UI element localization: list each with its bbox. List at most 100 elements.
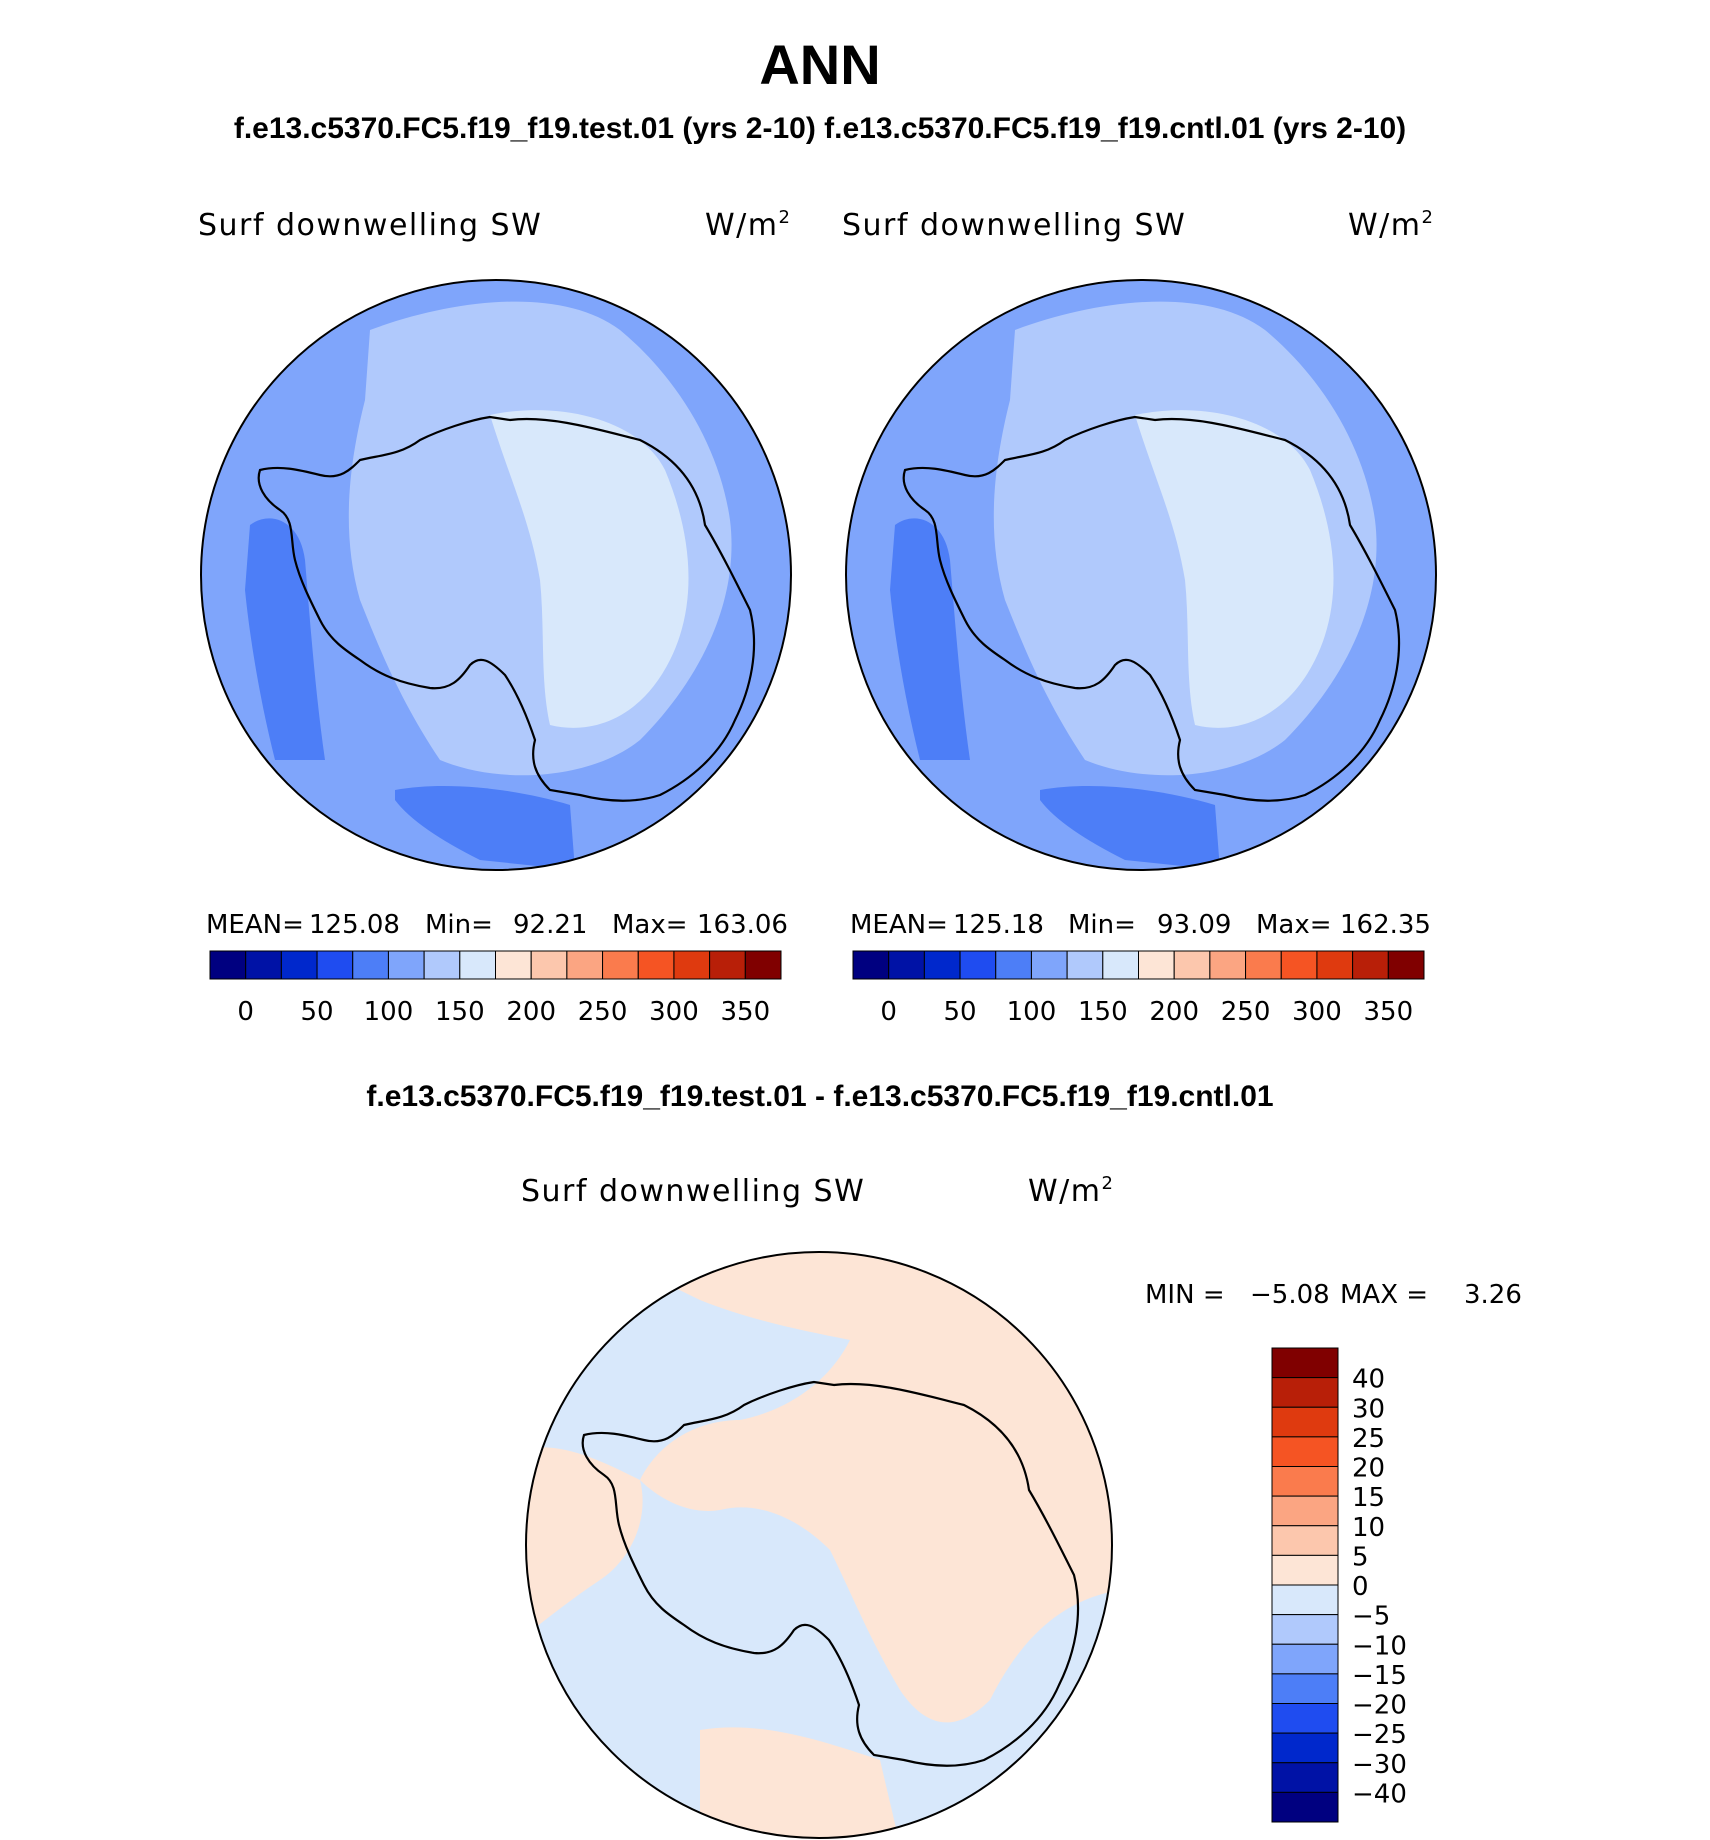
colorbar-swatch xyxy=(744,950,782,980)
min-label: Min= xyxy=(1068,910,1136,940)
panel-a-units: W/m2 xyxy=(705,207,791,243)
colorbar-swatch xyxy=(1173,950,1211,980)
colorbar-swatch xyxy=(1271,1466,1339,1497)
colorbar-swatch xyxy=(923,950,961,980)
band-fill-bottom xyxy=(1040,785,1220,870)
colorbar-tick-label: 10 xyxy=(1352,1513,1385,1543)
colorbar-swatch xyxy=(1271,1703,1339,1734)
colorbar-swatch xyxy=(566,950,604,980)
band-fill-left xyxy=(245,518,325,760)
colorbar-tick-label: 250 xyxy=(1221,997,1271,1027)
colorbar-swatch xyxy=(1102,950,1139,980)
colorbar-tick-label: 150 xyxy=(435,997,485,1027)
max-value: 162.35 xyxy=(1340,910,1431,940)
colorbar-tick-label: −20 xyxy=(1352,1691,1407,1721)
colorbar-swatch xyxy=(637,950,675,980)
panel-a-stats: MEAN= 125.08 Min= 92.21 Max= 163.06 xyxy=(206,910,788,940)
band-fill-left xyxy=(890,518,970,760)
colorbar-tick-label: 5 xyxy=(1352,1542,1369,1572)
colorbar-swatch xyxy=(995,950,1032,980)
colorbar-tick-label: −15 xyxy=(1352,1661,1407,1691)
positive-fill-north xyxy=(600,1252,1112,1723)
mean-value: 125.08 xyxy=(309,910,400,940)
panel-b-map-border xyxy=(845,279,1437,871)
positive-fill-west xyxy=(526,1447,643,1640)
colorbar-tick-label: 350 xyxy=(1363,997,1413,1027)
colorbar-swatch xyxy=(1387,950,1425,980)
colorbar-tick-label: 25 xyxy=(1352,1424,1385,1454)
colorbar-tick-label: 40 xyxy=(1352,1365,1385,1395)
colorbar-swatch xyxy=(602,950,639,980)
colorbar-swatch xyxy=(1271,1347,1339,1379)
colorbar-swatch xyxy=(1271,1762,1339,1793)
diff-minmax: MIN = −5.08 MAX = 3.26 xyxy=(1145,1280,1522,1310)
colorbar-tick-label: 0 xyxy=(1352,1572,1369,1602)
diff-variable: Surf downwelling SW xyxy=(521,1174,865,1209)
colorbar-tick-label: 0 xyxy=(237,997,254,1027)
colorbar-swatch xyxy=(1271,1614,1339,1645)
colorbar-swatch xyxy=(709,950,746,980)
colorbar-swatch xyxy=(1271,1436,1339,1467)
colorbar-swatch xyxy=(209,950,247,980)
colorbar-tick-label: 200 xyxy=(506,997,556,1027)
colorbar-swatch xyxy=(1271,1495,1339,1527)
diff-units: W/m2 xyxy=(1028,1173,1114,1209)
colorbar-tick-label: 300 xyxy=(1292,997,1342,1027)
colorbar-swatch xyxy=(1271,1377,1339,1408)
interior-fill xyxy=(1135,410,1334,728)
colorbar-tick-label: 100 xyxy=(1007,997,1057,1027)
colorbar-swatch xyxy=(888,950,925,980)
diff-map-border xyxy=(525,1251,1113,1839)
colorbar-swatch xyxy=(1245,950,1282,980)
colorbar-tick-label: −30 xyxy=(1352,1750,1407,1780)
colorbar-swatch xyxy=(1066,950,1104,980)
colorbar-swatch xyxy=(459,950,496,980)
colorbar-tick-label: −10 xyxy=(1352,1631,1407,1661)
min-label: Min= xyxy=(425,910,493,940)
colorbar-swatch xyxy=(530,950,568,980)
panel-a-map-border xyxy=(200,279,792,871)
band-fill-bottom xyxy=(395,785,575,870)
positive-fill-south xyxy=(700,1727,900,1838)
colorbar-tick-label: 15 xyxy=(1352,1483,1385,1513)
colorbar-swatch xyxy=(1030,950,1068,980)
max-value: 163.06 xyxy=(697,910,788,940)
panel-b-units: W/m2 xyxy=(1348,207,1434,243)
min-value: 92.21 xyxy=(513,910,587,940)
colorbar-tick-label: 200 xyxy=(1149,997,1199,1027)
panel-b-stats: MEAN= 125.18 Min= 93.09 Max= 162.35 xyxy=(850,910,1431,940)
colorbar-swatch xyxy=(423,950,461,980)
colorbar-swatch xyxy=(316,950,354,980)
colorbar-tick-label: −25 xyxy=(1352,1720,1407,1750)
panel-b-map xyxy=(845,279,1437,871)
colorbar-tick-label: 20 xyxy=(1352,1454,1385,1484)
panel-b-variable: Surf downwelling SW xyxy=(842,208,1186,243)
figure-title: ANN xyxy=(759,33,880,96)
colorbar-swatch xyxy=(959,950,997,980)
diff-min-value: −5.08 xyxy=(1250,1280,1330,1310)
colorbar-swatch xyxy=(1271,1554,1339,1586)
colorbar-swatch xyxy=(1271,1643,1339,1675)
colorbar-swatch xyxy=(352,950,389,980)
panel-a-variable: Surf downwelling SW xyxy=(198,208,542,243)
colorbar-swatch xyxy=(1209,950,1247,980)
colorbar-swatch xyxy=(280,950,318,980)
max-label: Max= xyxy=(612,910,688,940)
colorbar-swatch xyxy=(852,950,890,980)
colorbar-swatch xyxy=(1271,1525,1339,1556)
colorbar-swatch xyxy=(495,950,532,980)
mean-label: MEAN= xyxy=(206,910,304,940)
colorbar-swatch xyxy=(1271,1406,1339,1438)
mean-label: MEAN= xyxy=(850,910,948,940)
colorbar-tick-label: −5 xyxy=(1352,1602,1390,1632)
diff-max-value: 3.26 xyxy=(1464,1280,1522,1310)
colorbar-tick-label: 350 xyxy=(720,997,770,1027)
figure-subtitle: f.e13.c5370.FC5.f19_f19.test.01 (yrs 2-1… xyxy=(234,112,1406,145)
colorbar-swatch xyxy=(1271,1791,1339,1823)
colorbar-tick-label: 250 xyxy=(578,997,628,1027)
colorbar-tick-label: 30 xyxy=(1352,1394,1385,1424)
diff-min-label: MIN = xyxy=(1145,1280,1225,1310)
panel-a-colorbar: 0 50 100 150 200 250 300 350 xyxy=(209,950,782,1027)
colorbar-swatch xyxy=(245,950,282,980)
